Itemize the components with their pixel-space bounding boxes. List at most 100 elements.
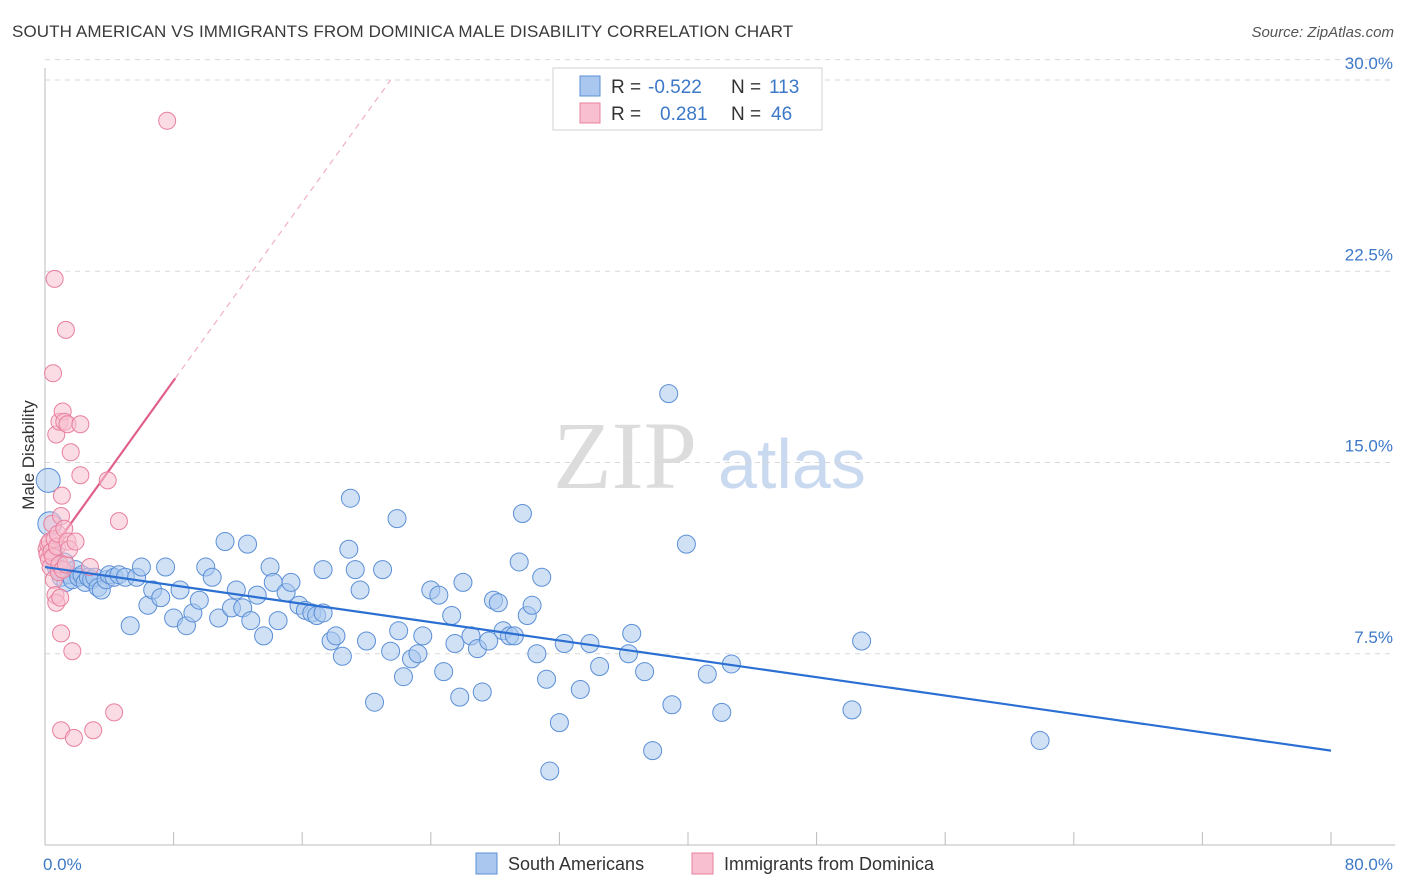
point-dominica [71, 466, 90, 485]
point-south-american [540, 761, 560, 781]
point-south-american [413, 626, 433, 646]
x-tick-label-min: 0.0% [43, 855, 82, 874]
point-south-american [357, 631, 376, 651]
bottom-legend-swatch-south-americans [475, 852, 498, 875]
point-south-american [254, 626, 274, 646]
point-dominica [51, 588, 70, 607]
point-south-american [387, 509, 407, 529]
point-south-american [522, 595, 542, 615]
point-dominica [63, 642, 82, 661]
point-dominica [158, 111, 177, 130]
point-south-american [381, 641, 401, 661]
bottom-legend: South Americans Immigrants from Dominica [475, 852, 935, 875]
point-south-american [590, 657, 610, 676]
point-south-american [373, 560, 393, 580]
point-dominica [52, 624, 71, 643]
data-points [35, 111, 1050, 781]
point-dominica [61, 443, 80, 462]
point-south-american [247, 585, 267, 605]
point-south-american [408, 644, 428, 664]
point-south-american [434, 662, 454, 682]
point-dominica [109, 512, 128, 531]
bottom-legend-swatch-dominica [691, 852, 714, 875]
point-dominica [44, 364, 63, 383]
y-axis-title: Male Disability [19, 400, 38, 510]
point-south-american [554, 634, 574, 654]
point-south-american [350, 580, 370, 600]
point-south-american [340, 488, 360, 508]
point-dominica [56, 320, 75, 339]
point-dominica [71, 415, 90, 434]
point-south-american [332, 646, 352, 666]
point-south-american [549, 713, 569, 733]
point-south-american [189, 590, 209, 610]
point-south-american [35, 467, 61, 493]
watermark-atlas: atlas [718, 425, 866, 503]
point-south-american [450, 687, 470, 707]
point-dominica [45, 269, 64, 288]
point-south-american [842, 700, 862, 720]
trend-line-dominica-extrapolated [174, 79, 392, 379]
point-south-american [209, 608, 229, 628]
point-south-american [532, 567, 552, 587]
trend-lines-south-american [44, 565, 1332, 752]
point-dominica [105, 703, 124, 722]
point-south-american [659, 384, 679, 404]
legend-n-label-pink: N = [731, 104, 761, 125]
point-south-american [488, 593, 508, 613]
point-dominica [98, 471, 117, 490]
point-south-american [509, 552, 529, 572]
x-tick-label-max: 80.0% [1345, 855, 1393, 874]
y-tick-label: 22.5% [1345, 245, 1393, 264]
point-south-american [445, 634, 465, 654]
point-south-american [442, 606, 462, 625]
point-south-american [281, 572, 301, 592]
point-south-american [339, 539, 359, 559]
point-south-american [622, 623, 642, 643]
y-tick-label: 7.5% [1354, 628, 1393, 647]
point-dominica [64, 728, 83, 747]
point-dominica [52, 486, 71, 505]
point-south-american [429, 585, 449, 605]
point-south-american [170, 580, 190, 600]
point-south-american [131, 557, 151, 577]
source-label: Source: ZipAtlas.com [1251, 24, 1394, 41]
bottom-legend-south-americans: South Americans [508, 854, 644, 874]
point-south-american [260, 557, 280, 577]
trend-line-south-american [44, 565, 1332, 752]
tick-labels: 7.5% 15.0% 22.5% 30.0% 0.0% 80.0% [43, 54, 1393, 874]
point-south-american [268, 611, 288, 631]
legend-swatch-blue [579, 75, 601, 97]
point-south-american [570, 679, 590, 699]
legend-n-value-pink: 46 [771, 104, 792, 125]
legend-r-label-pink: R = [611, 104, 641, 125]
point-south-american [527, 644, 547, 664]
point-south-american [156, 557, 176, 577]
point-south-american [472, 682, 492, 702]
point-south-american [479, 631, 499, 651]
gridlines [45, 59, 1395, 655]
point-south-american [852, 631, 872, 651]
chart-title: SOUTH AMERICAN VS IMMIGRANTS FROM DOMINI… [12, 22, 794, 41]
y-tick-label: 30.0% [1345, 54, 1393, 73]
point-south-american [120, 616, 140, 636]
point-south-american [453, 572, 473, 592]
point-dominica [81, 558, 100, 577]
point-south-american [238, 534, 258, 554]
point-south-american [151, 588, 171, 608]
point-south-american [643, 741, 663, 761]
legend-swatch-pink [579, 102, 601, 124]
legend-n-value-blue: 113 [769, 77, 799, 98]
point-south-american [202, 567, 222, 587]
watermark-zip: ZIP [553, 402, 697, 509]
point-south-american [697, 664, 717, 684]
point-south-american [241, 611, 261, 631]
point-south-american [537, 669, 557, 689]
trend-lines-dominica [44, 79, 392, 561]
point-dominica [84, 721, 103, 740]
point-south-american [712, 702, 732, 722]
point-south-american [619, 644, 639, 664]
point-south-american [365, 692, 385, 712]
legend-r-value-blue: -0.522 [648, 77, 702, 98]
